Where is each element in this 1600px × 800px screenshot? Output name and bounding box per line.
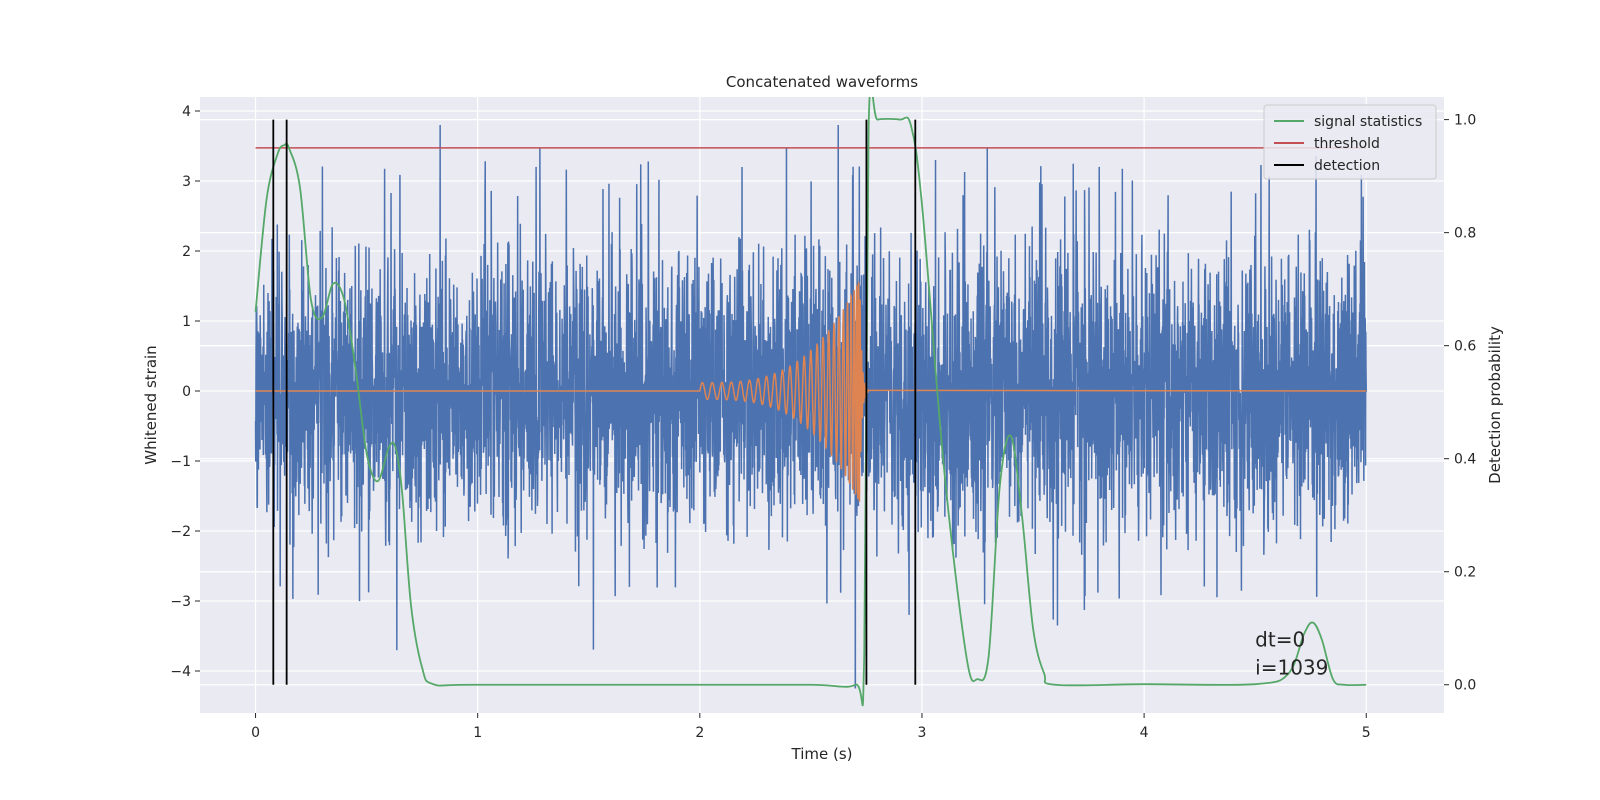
legend: signal statistics threshold detection <box>1263 104 1437 180</box>
y-left-tick-label-7: 3 <box>182 174 191 190</box>
y-left-tick-label-8: 4 <box>182 104 191 120</box>
y-axis-right-label: Detection probability <box>1486 326 1504 484</box>
chirp-series <box>255 281 1367 502</box>
x-tick-label-3: 3 <box>918 725 927 741</box>
x-tick-label-0: 0 <box>251 725 260 741</box>
x-axis-label: Time (s) <box>791 745 853 763</box>
y-right-tick-label-0: 0.0 <box>1454 678 1476 694</box>
legend-label-0: signal statistics <box>1314 114 1422 130</box>
y-left-tick-label-4: 0 <box>182 384 191 400</box>
y-left-tick-label-6: 2 <box>182 244 191 260</box>
chart-title: Concatenated waveforms <box>726 73 918 91</box>
y-right-tick-label-3: 0.6 <box>1454 339 1476 355</box>
legend-box <box>1263 104 1437 180</box>
annotation-i: i=1039 <box>1255 656 1328 680</box>
y-right-tick-label-2: 0.4 <box>1454 452 1476 468</box>
plot-area <box>254 97 1367 707</box>
y-left-tick-label-2: −2 <box>170 524 191 540</box>
y-left-tick-label-3: −1 <box>170 454 191 470</box>
y-left-tick-label-1: −3 <box>170 594 191 610</box>
x-tick-label-1: 1 <box>473 725 482 741</box>
y-left-tick-label-0: −4 <box>170 664 191 680</box>
y-right-tick-label-4: 0.8 <box>1454 226 1476 242</box>
annotation-dt: dt=0 <box>1255 628 1305 652</box>
y-right-tick-label-1: 0.2 <box>1454 565 1476 581</box>
x-tick-label-5: 5 <box>1362 725 1371 741</box>
legend-label-2: detection <box>1314 158 1380 174</box>
y-axis-left-label: Whitened strain <box>142 345 160 464</box>
ticks: 0 1 2 3 4 5 −4 −3 −2 −1 0 1 2 3 4 0.0 0.2 0.4 0.6 0.8 1.0 <box>170 104 1476 741</box>
x-tick-label-2: 2 <box>695 725 704 741</box>
y-left-tick-label-5: 1 <box>182 314 191 330</box>
x-tick-label-4: 4 <box>1140 725 1149 741</box>
y-right-tick-label-5: 1.0 <box>1454 113 1476 129</box>
legend-label-1: threshold <box>1314 136 1380 152</box>
